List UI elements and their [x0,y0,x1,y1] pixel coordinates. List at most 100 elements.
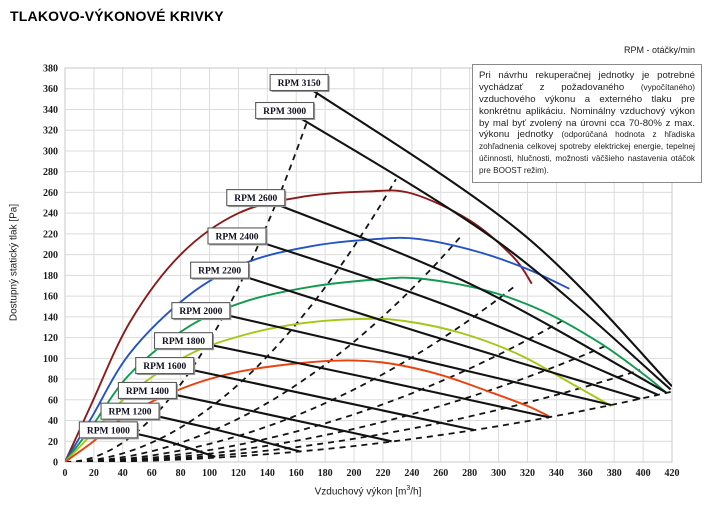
y-tick-label: 380 [43,64,58,75]
rpm-curve-2200 [220,268,641,400]
y-tick-label: 0 [53,458,58,469]
rpm-label-box [171,302,231,320]
rpm-label-text: RPM 2400 [215,232,258,242]
rpm-label-rpm-1600: RPM 1600 [135,357,196,376]
system-curve-dashed-2 [65,234,464,462]
curve-blue [65,236,570,462]
x-tick-label: 280 [462,468,477,479]
rpm-curve-1800 [184,338,550,419]
rpm-label-text: RPM 2200 [198,267,241,277]
x-tick-label: 60 [147,468,157,479]
x-tick-label: 260 [433,468,448,479]
x-tick-label: 180 [318,468,333,479]
note-segment-1: (vypočítaného) [640,82,695,92]
rpm-label-text: RPM 1200 [109,408,152,418]
rpm-curve-2400 [238,233,658,396]
x-tick-label: 40 [118,468,128,479]
y-tick-label: 120 [43,333,58,344]
y-tick-label: 200 [43,250,58,261]
x-tick-label: 140 [260,468,275,479]
y-axis-title: Dostupný statický tlak [Pa] [8,203,20,322]
rpm-label-rpm-2400: RPM 2400 [207,227,268,246]
y-tick-label: 360 [43,84,58,95]
note-segment-0: Pri návrhu rekuperačnej jednotky je potr… [479,70,695,93]
y-tick-label: 260 [43,188,58,199]
rpm-label-box [226,189,286,207]
rpm-curve-2600 [256,195,667,394]
rpm-curve-1600 [165,363,475,431]
rpm-label-box [255,101,315,120]
rpm-label-box [153,332,214,350]
y-tick-label: 100 [43,354,58,365]
rpm-label-rpm-3000: RPM 3000 [255,101,316,121]
note-segment-2: vzduchového výkonu a externého tlaku pre… [479,93,695,141]
x-axis-title: Vzduchový výkon [m3/h] [238,485,498,497]
x-tick-label: 400 [636,468,651,479]
rpm-label-text: RPM 2000 [179,307,222,317]
y-tick-label: 240 [43,209,58,220]
rpm-curve-3150 [298,80,672,388]
rpm-curve-1400 [148,388,392,443]
rpm-label-rpm-1200: RPM 1200 [100,402,161,421]
rpm-label-text: RPM 1400 [126,387,169,397]
x-tick-label: 360 [578,468,593,479]
x-axis-title-post: /h] [410,486,422,498]
rpm-label-rpm-1400: RPM 1400 [117,381,178,400]
system-curve-dashed-7 [65,390,672,462]
x-tick-label: 200 [347,468,362,479]
rpm-label-box [117,381,177,400]
y-tick-label: 340 [43,105,58,116]
rpm-label-rpm-1000: RPM 1000 [78,421,139,440]
rpm-label-box [207,227,267,245]
rpm-units-legend: RPM - otáčky/min [623,45,695,55]
rpm-label-text: RPM 3000 [263,107,306,117]
rpm-curve-3000 [285,108,672,391]
x-tick-label: 240 [404,468,419,479]
y-tick-label: 300 [43,146,58,157]
x-tick-label: 100 [202,468,217,479]
y-tick-label: 140 [43,312,58,323]
y-tick-label: 40 [48,416,58,427]
x-axis-title-pre: Vzduchový výkon [m [314,486,407,498]
system-curve-dashed-5 [65,344,608,462]
x-tick-label: 160 [289,468,304,479]
page-title: TLAKOVO-VÝKONOVÉ KRIVKY [10,8,224,24]
rpm-label-text: RPM 3150 [278,79,321,89]
rpm-label-text: RPM 2600 [234,194,277,204]
rpm-label-rpm-2200: RPM 2200 [190,261,251,280]
rpm-label-box [269,73,329,92]
y-tick-label: 180 [43,271,58,282]
rpm-label-text: RPM 1000 [87,426,130,436]
x-tick-label: 420 [665,468,680,479]
design-note-box: Pri návrhu rekuperačnej jednotky je potr… [472,64,702,184]
rpm-label-box [78,421,138,439]
curve-dark-red [65,189,533,462]
rpm-label-rpm-2000: RPM 2000 [171,302,232,321]
rpm-label-box [135,357,195,375]
rpm-label-rpm-1800: RPM 1800 [153,332,215,351]
x-axis-title-sup: 3 [406,485,411,492]
y-tick-label: 320 [43,126,58,137]
x-tick-label: 80 [176,468,186,479]
y-tick-label: 280 [43,167,58,178]
plot-border [64,67,673,463]
y-tick-label: 220 [43,229,58,240]
x-tick-label: 320 [520,468,535,479]
system-curve-dashed-6 [65,369,641,462]
x-tick-label: 380 [607,468,622,479]
system-curve-dashed-1 [65,178,397,462]
rpm-label-box [190,261,250,279]
x-tick-label: 0 [63,468,68,479]
rpm-label-text: RPM 1800 [162,337,205,347]
y-tick-label: 20 [48,437,58,448]
rpm-label-rpm-3150: RPM 3150 [269,73,330,93]
x-tick-label: 220 [375,468,390,479]
x-tick-label: 20 [89,468,99,479]
rpm-label-box [100,402,160,420]
y-tick-label: 80 [48,375,58,386]
rpm-label-text: RPM 1600 [143,362,186,372]
note-segment-3: (odporúčaná hodnota z hľadiska zohľadnen… [479,130,695,176]
x-tick-label: 120 [231,468,246,479]
x-tick-label: 300 [491,468,506,479]
